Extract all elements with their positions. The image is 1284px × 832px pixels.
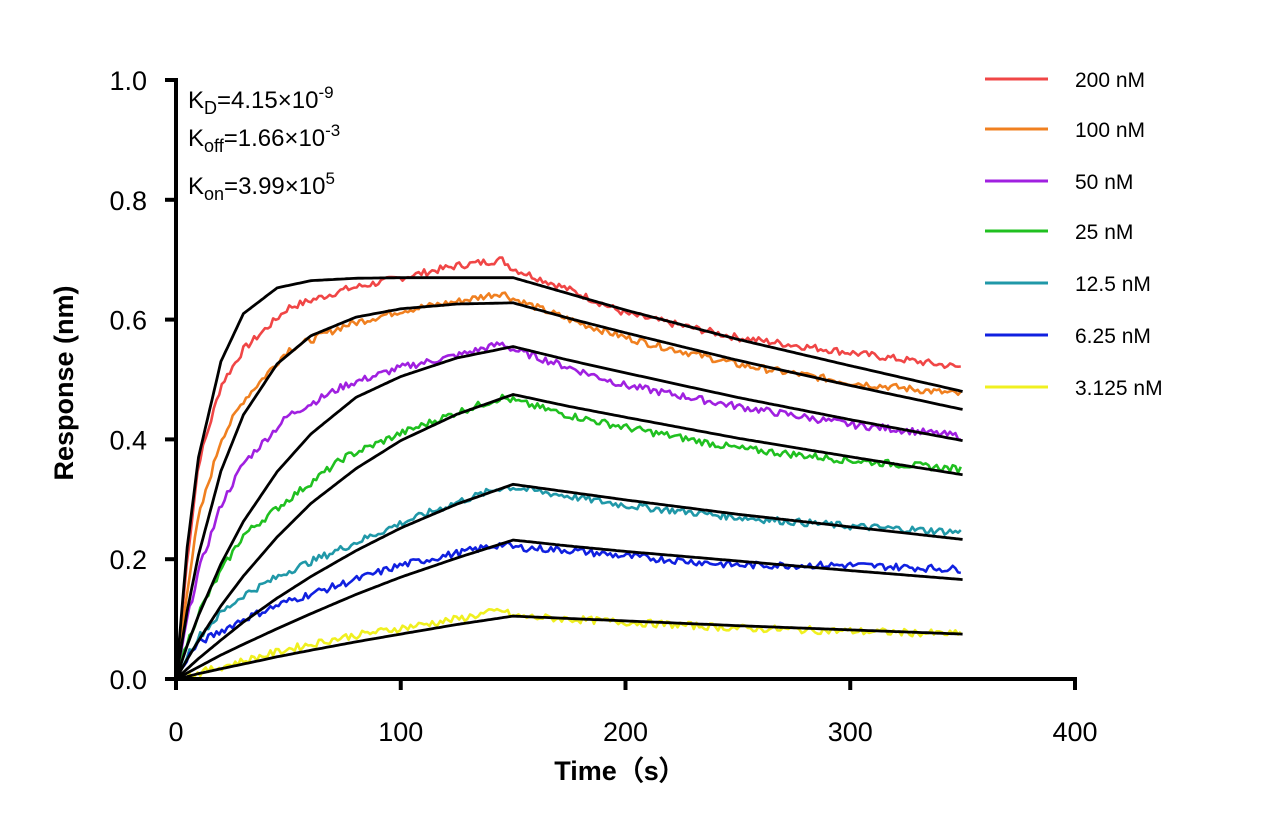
x-tick-label: 300 — [828, 717, 873, 747]
legend-item: 25 nM — [985, 221, 1133, 244]
legend-item: 3.125 nM — [985, 377, 1163, 400]
plot-area — [174, 256, 963, 681]
legend-label: 25 nM — [1075, 221, 1133, 244]
fit-curve-200-nM — [174, 276, 963, 680]
legend-item: 100 nM — [985, 119, 1145, 142]
y-tick-label: 0.8 — [109, 186, 147, 216]
legend-item: 12.5 nM — [985, 273, 1151, 296]
axes — [174, 78, 1077, 681]
fit-curve-3.125-nM — [175, 614, 963, 681]
x-tick-label: 100 — [378, 717, 423, 747]
legend: 200 nM 100 nM 50 nM 25 nM 12.5 nM 6.25 nM 3.12… — [985, 69, 1163, 400]
fit-curve-50-nM — [174, 345, 963, 680]
legend-item: 50 nM — [985, 171, 1133, 194]
kinetic-constant: Kon=3.99×105 — [188, 169, 335, 204]
legend-label: 200 nM — [1075, 69, 1145, 92]
data-trace-50-nM — [174, 341, 961, 680]
y-tick-label: 0.6 — [109, 306, 147, 336]
y-tick-label: 0.0 — [109, 665, 147, 695]
data-trace-25-nM — [174, 393, 962, 680]
x-tick-label: 0 — [168, 717, 183, 747]
x-tick-label: 400 — [1052, 717, 1097, 747]
legend-label: 100 nM — [1075, 119, 1145, 142]
y-axis-title: Response (nm) — [49, 285, 79, 480]
legend-label: 6.25 nM — [1075, 325, 1151, 348]
data-trace-200-nM — [174, 256, 961, 680]
kinetic-constant: Koff=1.66×10-3 — [188, 121, 340, 156]
legend-item: 6.25 nM — [985, 325, 1151, 348]
legend-item: 200 nM — [985, 69, 1145, 92]
y-tick-label: 1.0 — [109, 66, 147, 96]
fit-curve-12.5-nM — [175, 482, 963, 681]
fit-curve-25-nM — [174, 393, 963, 680]
legend-label: 12.5 nM — [1075, 273, 1151, 296]
y-tick-label: 0.4 — [109, 425, 147, 455]
x-tick-label: 200 — [603, 717, 648, 747]
y-tick-label: 0.2 — [109, 545, 147, 575]
fit-curve-100-nM — [174, 301, 963, 680]
kinetic-constant: KD=4.15×10-9 — [188, 83, 334, 118]
legend-label: 50 nM — [1075, 171, 1133, 194]
legend-label: 3.125 nM — [1075, 377, 1163, 400]
ticks: 0 100 200 300 400 0.0 0.2 0.4 0.6 0.8 1.0 — [109, 66, 1097, 747]
data-trace-6.25-nM — [174, 540, 962, 680]
x-axis-title: Time（s） — [554, 756, 686, 786]
fit-curve-6.25-nM — [175, 538, 963, 681]
